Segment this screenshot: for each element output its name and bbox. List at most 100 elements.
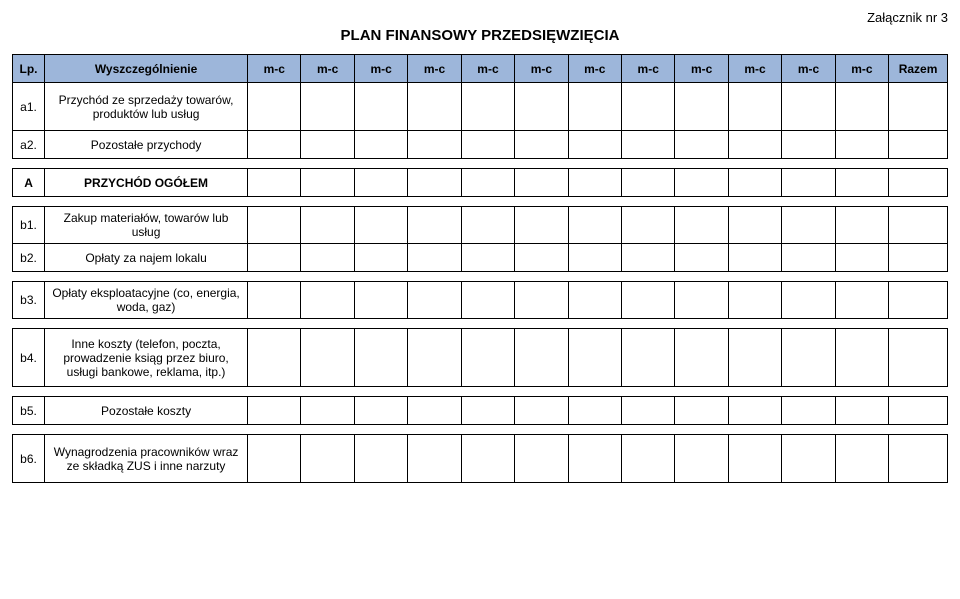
cell-mc: [835, 207, 888, 244]
cell-mc: [408, 329, 461, 387]
cell-mc: [461, 435, 514, 483]
cell-razem: [889, 329, 948, 387]
table-row: b4.Inne koszty (telefon, poczta, prowadz…: [13, 329, 948, 387]
cell-mc: [622, 397, 675, 425]
header-mc: m-c: [728, 55, 781, 83]
cell-mc: [461, 207, 514, 244]
financial-plan-table: Lp. Wyszczególnienie m-cm-cm-cm-cm-cm-cm…: [12, 54, 948, 483]
row-lp: A: [13, 169, 45, 197]
cell-mc: [622, 435, 675, 483]
cell-mc: [248, 329, 301, 387]
header-mc: m-c: [301, 55, 354, 83]
cell-mc: [248, 282, 301, 319]
cell-mc: [728, 397, 781, 425]
cell-mc: [568, 83, 621, 131]
cell-mc: [835, 244, 888, 272]
cell-mc: [354, 131, 407, 159]
cell-mc: [568, 435, 621, 483]
row-lp: b3.: [13, 282, 45, 319]
cell-mc: [408, 435, 461, 483]
cell-mc: [354, 244, 407, 272]
row-lp: b5.: [13, 397, 45, 425]
cell-razem: [889, 207, 948, 244]
cell-mc: [354, 83, 407, 131]
cell-mc: [408, 83, 461, 131]
cell-mc: [515, 397, 568, 425]
header-mc: m-c: [354, 55, 407, 83]
table-body: a1.Przychód ze sprzedaży towarów, produk…: [13, 83, 948, 483]
cell-mc: [354, 169, 407, 197]
header-mc: m-c: [461, 55, 514, 83]
cell-mc: [782, 329, 835, 387]
cell-mc: [622, 244, 675, 272]
cell-mc: [622, 207, 675, 244]
cell-mc: [461, 169, 514, 197]
cell-mc: [835, 329, 888, 387]
cell-mc: [408, 169, 461, 197]
cell-mc: [301, 397, 354, 425]
spacer-row: [13, 319, 948, 329]
header-mc: m-c: [568, 55, 621, 83]
cell-mc: [782, 397, 835, 425]
header-mc: m-c: [248, 55, 301, 83]
cell-mc: [622, 131, 675, 159]
page-title: PLAN FINANSOWY PRZEDSIĘWZIĘCIA: [12, 27, 948, 44]
cell-mc: [622, 83, 675, 131]
cell-mc: [728, 207, 781, 244]
cell-mc: [515, 131, 568, 159]
cell-mc: [301, 244, 354, 272]
cell-mc: [301, 207, 354, 244]
cell-razem: [889, 397, 948, 425]
cell-mc: [515, 83, 568, 131]
row-lp: b1.: [13, 207, 45, 244]
cell-mc: [354, 435, 407, 483]
cell-mc: [515, 435, 568, 483]
row-desc: Pozostałe koszty: [45, 397, 248, 425]
row-desc: Opłaty eksploatacyjne (co, energia, woda…: [45, 282, 248, 319]
cell-razem: [889, 131, 948, 159]
cell-razem: [889, 282, 948, 319]
header-mc: m-c: [675, 55, 728, 83]
cell-mc: [248, 244, 301, 272]
cell-mc: [461, 329, 514, 387]
cell-mc: [408, 244, 461, 272]
cell-mc: [782, 131, 835, 159]
row-lp: b2.: [13, 244, 45, 272]
header-mc: m-c: [515, 55, 568, 83]
cell-mc: [408, 397, 461, 425]
cell-mc: [354, 282, 407, 319]
cell-mc: [248, 169, 301, 197]
header-mc: m-c: [835, 55, 888, 83]
cell-mc: [408, 282, 461, 319]
cell-mc: [728, 169, 781, 197]
row-desc: Zakup materiałów, towarów lub usług: [45, 207, 248, 244]
cell-mc: [835, 282, 888, 319]
spacer-row: [13, 159, 948, 169]
row-desc: Pozostałe przychody: [45, 131, 248, 159]
cell-mc: [568, 397, 621, 425]
cell-mc: [835, 83, 888, 131]
table-header-row: Lp. Wyszczególnienie m-cm-cm-cm-cm-cm-cm…: [13, 55, 948, 83]
row-desc: Przychód ze sprzedaży towarów, produktów…: [45, 83, 248, 131]
cell-mc: [835, 131, 888, 159]
cell-mc: [248, 397, 301, 425]
cell-mc: [301, 169, 354, 197]
cell-mc: [782, 83, 835, 131]
cell-mc: [782, 435, 835, 483]
cell-mc: [782, 244, 835, 272]
cell-mc: [515, 282, 568, 319]
cell-mc: [568, 282, 621, 319]
cell-mc: [782, 169, 835, 197]
row-lp: b4.: [13, 329, 45, 387]
table-row: b1.Zakup materiałów, towarów lub usług: [13, 207, 948, 244]
cell-mc: [515, 169, 568, 197]
cell-razem: [889, 169, 948, 197]
cell-mc: [622, 329, 675, 387]
cell-razem: [889, 435, 948, 483]
cell-mc: [461, 131, 514, 159]
table-row: b2.Opłaty za najem lokalu: [13, 244, 948, 272]
header-lp: Lp.: [13, 55, 45, 83]
row-desc: Wynagrodzenia pracowników wraz ze składk…: [45, 435, 248, 483]
cell-mc: [568, 329, 621, 387]
row-lp: a1.: [13, 83, 45, 131]
